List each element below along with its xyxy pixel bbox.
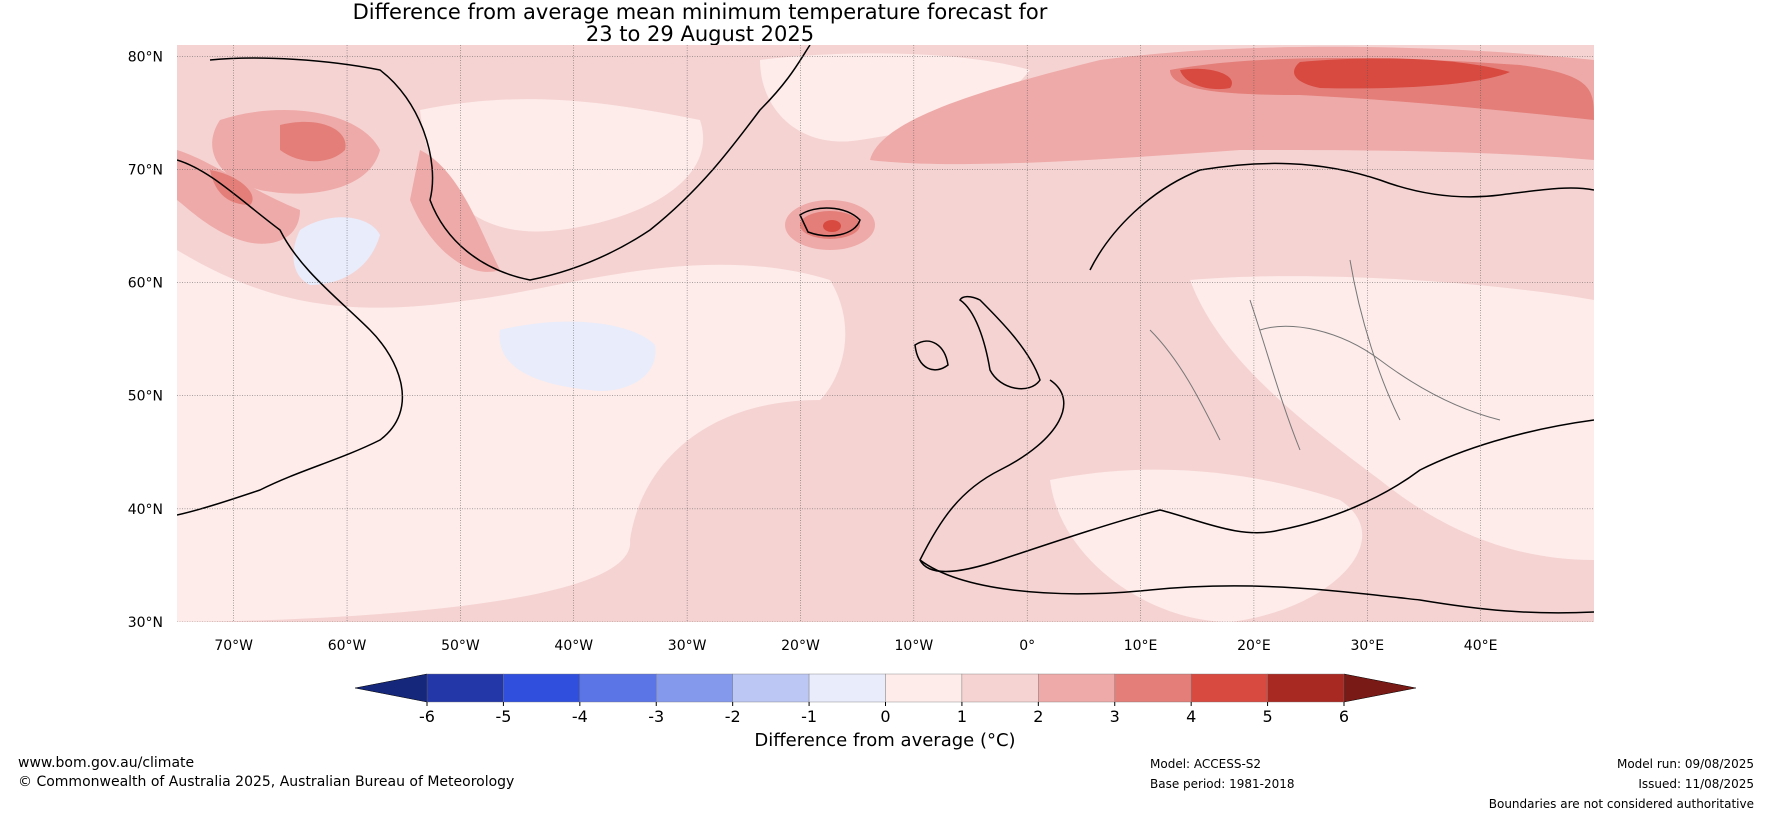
colorbar-tick-label: 3 <box>1110 707 1120 726</box>
latitude-label: 80°N <box>128 49 163 65</box>
north-africa-coastline <box>919 559 1594 614</box>
colorbar-swatch <box>961 673 1039 703</box>
colorbar-tick-label: -1 <box>801 707 817 726</box>
anomaly-area-below-average-labrador-sea <box>293 217 380 285</box>
anomaly-area-0-1-greenland-east <box>420 99 704 232</box>
colorbar-swatch <box>808 673 886 703</box>
colorbar-tick-label: 0 <box>880 707 890 726</box>
iceland-coastline <box>799 207 861 237</box>
colorbar-tick-label: 1 <box>957 707 967 726</box>
colorbar-swatch <box>1038 673 1115 703</box>
colorbar-swatch <box>426 673 504 703</box>
latitude-label: 40°N <box>128 502 163 518</box>
british-isles-coastline <box>959 295 1041 390</box>
copyright-text: © Commonwealth of Australia 2025, Austra… <box>18 774 515 790</box>
disclaimer-text: Boundaries are not considered authoritat… <box>1488 797 1754 811</box>
longitude-label: 70°W <box>214 638 253 654</box>
anomaly-area-4-5-iceland <box>823 220 841 232</box>
latitude-labels: 80°N 70°N 60°N 50°N 40°N 30°N <box>128 49 163 631</box>
model-text: Model: ACCESS-S2 <box>1150 757 1262 771</box>
colorbar-label: Difference from average (°C) <box>754 730 1016 751</box>
colorbar-swatch <box>656 673 733 703</box>
country-borders <box>1259 325 1501 421</box>
longitude-label: 20°E <box>1237 638 1271 654</box>
anomaly-area-0-1-north <box>760 53 1030 142</box>
latitude-label: 60°N <box>128 276 163 292</box>
colorbar-swatch <box>579 673 657 703</box>
colorbar-tick-label: -5 <box>495 707 511 726</box>
scandinavia-coastline <box>1089 162 1594 271</box>
longitude-label: 10°W <box>895 638 934 654</box>
colorbar-swatch <box>885 673 963 703</box>
ireland-coastline <box>914 340 949 371</box>
anomaly-field <box>177 45 1594 622</box>
longitude-label: 50°W <box>441 638 480 654</box>
anomaly-area-0-1-atlantic <box>177 250 846 622</box>
longitude-label: 40°E <box>1464 638 1498 654</box>
longitude-labels: 70°W 60°W 50°W 40°W 30°W 20°W 10°W 0° 10°E 20°E 30… <box>214 638 1497 654</box>
longitude-label: 20°W <box>781 638 820 654</box>
anomaly-area-0-1-eastern-europe <box>1190 276 1594 560</box>
anomaly-area-4-5-svalbard-east <box>1294 58 1510 89</box>
colorbar-tick-label: -6 <box>419 707 435 726</box>
colorbar-tick-label: -2 <box>725 707 741 726</box>
latitude-label: 30°N <box>128 615 163 631</box>
colorbar-swatch <box>503 673 581 703</box>
model-run-text: Model run: 09/08/2025 <box>1616 757 1754 771</box>
issued-text: Issued: 11/08/2025 <box>1638 777 1754 791</box>
anomaly-area-3-4-baffin <box>280 121 346 162</box>
colorbar-swatch <box>1190 673 1268 703</box>
longitude-label: 30°W <box>668 638 707 654</box>
map-title-line2: 23 to 29 August 2025 <box>585 22 815 46</box>
colorbar-tick-label: 6 <box>1339 707 1349 726</box>
longitude-label: 10°E <box>1124 638 1158 654</box>
map-title-line1: Difference from average mean minimum tem… <box>352 0 1048 24</box>
base-period-text: Base period: 1981-2018 <box>1150 777 1295 791</box>
colorbar-tick-label: 4 <box>1186 707 1196 726</box>
colorbar-tick-label: -4 <box>572 707 588 726</box>
colorbar-swatch <box>732 673 810 703</box>
colorbar-tick-label: 5 <box>1262 707 1272 726</box>
anomaly-area-3-4-labrador <box>210 170 253 205</box>
longitude-label: 60°W <box>328 638 367 654</box>
website-text: www.bom.gov.au/climate <box>18 755 195 771</box>
european-coastline <box>919 379 1594 573</box>
colorbar-under-arrow <box>354 673 428 703</box>
internal-borders <box>1149 259 1401 451</box>
greenland-coastline <box>209 45 811 281</box>
anomaly-area-0-1-mediterranean <box>1050 469 1363 622</box>
north-america-coastline <box>177 159 404 516</box>
longitude-label: 0° <box>1019 638 1035 654</box>
colorbar-swatch <box>1114 673 1192 703</box>
longitude-label: 30°E <box>1350 638 1384 654</box>
colorbar-over-arrow <box>1343 673 1417 703</box>
longitude-label: 40°W <box>554 638 593 654</box>
colorbar-swatch <box>1267 673 1345 703</box>
latitude-label: 50°N <box>128 389 163 405</box>
colorbar-tick-label: 2 <box>1033 707 1043 726</box>
anomaly-area-below-average-atlantic <box>499 321 656 391</box>
anomaly-area-4-5-svalbard <box>1180 68 1232 90</box>
latitude-label: 70°N <box>128 162 163 178</box>
colorbar: -6 -5 -4 -3 -2 -1 0 1 2 3 4 5 6 <box>354 673 1417 726</box>
graticule <box>177 45 1594 622</box>
colorbar-tick-label: -3 <box>648 707 664 726</box>
